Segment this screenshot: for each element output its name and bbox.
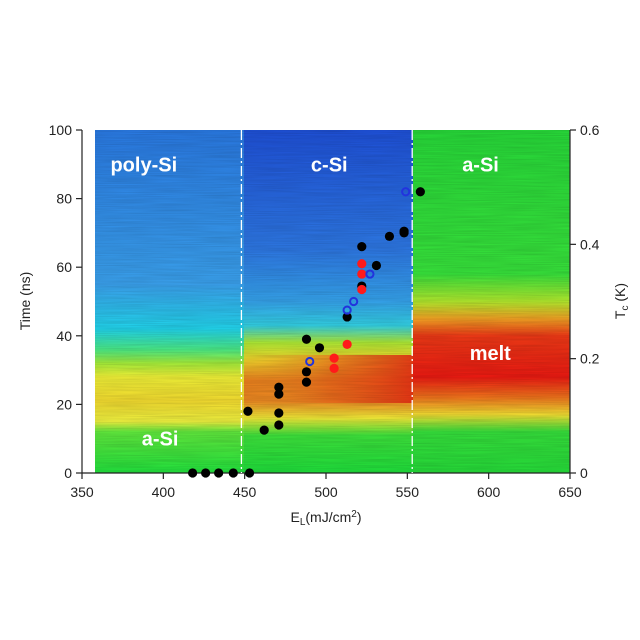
data-point <box>305 356 315 367</box>
region-label: melt <box>470 343 511 365</box>
data-point <box>274 420 284 430</box>
x-tick-label: 650 <box>558 484 582 500</box>
heatmap <box>95 130 570 473</box>
data-point <box>399 228 409 238</box>
region-label: c-Si <box>311 154 348 176</box>
y2-tick-label: 0.4 <box>580 236 600 252</box>
no-data-strip <box>82 130 95 473</box>
x-tick-label: 450 <box>233 484 257 500</box>
y2-tick-label: 0 <box>580 465 588 481</box>
x-tick-label: 350 <box>70 484 94 500</box>
data-point <box>243 406 253 416</box>
y-tick-label: 40 <box>56 328 72 344</box>
region-label: a-Si <box>462 154 499 176</box>
data-point <box>342 312 352 322</box>
data-point <box>365 269 375 279</box>
x-tick-label: 600 <box>477 484 501 500</box>
data-point <box>342 305 352 315</box>
x-tick-label: 400 <box>152 484 176 500</box>
data-point <box>329 363 339 373</box>
y2-tick-label: 0.6 <box>580 122 600 138</box>
data-point <box>228 468 238 478</box>
region-label: poly-Si <box>110 154 177 176</box>
data-point <box>357 269 367 279</box>
data-point <box>259 425 269 435</box>
y-tick-label: 60 <box>56 259 72 275</box>
data-point <box>357 284 367 295</box>
y2-tick-label: 0.2 <box>580 351 600 367</box>
y-tick-label: 80 <box>56 191 72 207</box>
y-tick-label: 20 <box>56 396 72 412</box>
data-point <box>274 408 284 418</box>
data-points <box>188 187 425 478</box>
data-point <box>357 242 367 252</box>
y-tick-label: 0 <box>64 465 72 481</box>
y-axis-label: Time (ns) <box>17 272 33 331</box>
data-point <box>301 367 312 377</box>
x-axis-ticks: 350 400 450 500 550 600 650 <box>70 473 582 500</box>
region-labels: poly-Si c-Si a-Si melt a-Si <box>110 154 511 450</box>
data-point <box>274 382 284 392</box>
x-tick-label: 550 <box>396 484 420 500</box>
x-tick-label: 500 <box>314 484 338 500</box>
data-point <box>401 187 411 197</box>
y2-axis-ticks: 0 0.2 0.4 0.6 <box>570 122 600 481</box>
data-point <box>415 187 425 197</box>
data-point <box>371 260 382 271</box>
region-label: a-Si <box>142 429 179 451</box>
x-axis-label: EL(mJ/cm2) <box>290 509 361 528</box>
data-point <box>314 343 325 353</box>
data-point <box>384 231 395 241</box>
data-point <box>274 389 284 399</box>
heatmap-texture <box>95 130 570 473</box>
data-point <box>329 353 339 363</box>
data-point <box>201 468 211 478</box>
data-point <box>301 334 312 344</box>
y-axis-ticks: 0 20 40 60 80 100 <box>49 122 82 481</box>
data-point <box>244 468 255 478</box>
data-point <box>301 377 312 387</box>
y2-axis-label: Tc (K) <box>612 283 631 319</box>
data-point <box>342 339 352 349</box>
data-point <box>357 259 367 269</box>
y-tick-label: 100 <box>49 122 73 138</box>
data-point <box>188 468 198 478</box>
data-point <box>214 468 224 478</box>
phase-boundaries <box>240 130 413 473</box>
data-point <box>349 296 359 307</box>
